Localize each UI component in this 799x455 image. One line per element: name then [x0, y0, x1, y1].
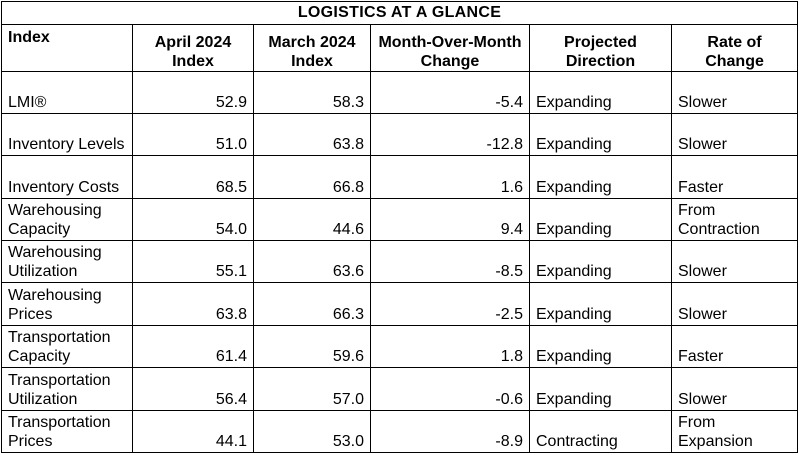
cell-april: 52.9 — [132, 70, 254, 114]
table-title: LOGISTICS AT A GLANCE — [0, 0, 799, 26]
table-row: Transportation Capacity 61.4 59.6 1.8 Expand… — [1, 324, 799, 369]
cell-april: 63.8 — [132, 282, 254, 326]
cell-march: 63.8 — [253, 112, 371, 157]
table-row: Warehousing Capacity 54.0 44.6 9.4 Expanding… — [1, 197, 799, 242]
cell-mom-change: -0.6 — [370, 367, 530, 411]
cell-mom-change: -2.5 — [370, 282, 530, 326]
table-row: LMI® 52.9 58.3 -5.4 Expanding Slower — [1, 70, 799, 114]
cell-index: Warehousing Utilization — [1, 240, 133, 284]
table-row: Inventory Costs 68.5 66.8 1.6 Expanding Faste… — [1, 155, 799, 199]
table-row: Warehousing Utilization 55.1 63.6 -8.5 Expan… — [1, 240, 799, 284]
header-projected-direction: Projected Direction — [529, 24, 672, 72]
header-april: April 2024 Index — [132, 24, 254, 72]
cell-march: 59.6 — [253, 324, 371, 369]
cell-mom-change: -8.5 — [370, 240, 530, 284]
cell-rate-of-change: Slower — [670, 282, 799, 326]
header-march: March 2024 Index — [253, 24, 371, 72]
cell-index: Transportation Capacity — [1, 324, 133, 369]
cell-index: Transportation Prices — [1, 409, 133, 454]
cell-projected-direction: Expanding — [529, 155, 672, 199]
cell-rate-of-change: From Expansion — [670, 409, 799, 454]
cell-rate-of-change: Faster — [670, 155, 799, 199]
cell-projected-direction: Expanding — [529, 112, 672, 157]
cell-index: LMI® — [1, 70, 133, 114]
header-mom-change: Month-Over-Month Change — [370, 24, 530, 72]
cell-april: 61.4 — [132, 324, 254, 369]
cell-projected-direction: Expanding — [529, 70, 672, 114]
cell-mom-change: -8.9 — [370, 409, 530, 454]
cell-mom-change: -5.4 — [370, 70, 530, 114]
cell-march: 66.3 — [253, 282, 371, 326]
cell-projected-direction: Expanding — [529, 324, 672, 369]
cell-march: 44.6 — [253, 197, 371, 242]
cell-march: 58.3 — [253, 70, 371, 114]
cell-index: Warehousing Prices — [1, 282, 133, 326]
cell-march: 53.0 — [253, 409, 371, 454]
cell-projected-direction: Expanding — [529, 240, 672, 284]
cell-projected-direction: Expanding — [529, 367, 672, 411]
cell-mom-change: -12.8 — [370, 112, 530, 157]
cell-rate-of-change: Faster — [670, 324, 799, 369]
cell-rate-of-change: From Contraction — [670, 197, 799, 242]
cell-april: 56.4 — [132, 367, 254, 411]
cell-projected-direction: Expanding — [529, 197, 672, 242]
cell-mom-change: 9.4 — [370, 197, 530, 242]
header-index: Index — [1, 24, 133, 72]
cell-index: Inventory Levels — [1, 112, 133, 157]
cell-rate-of-change: Slower — [670, 367, 799, 411]
cell-april: 68.5 — [132, 155, 254, 199]
cell-march: 57.0 — [253, 367, 371, 411]
cell-rate-of-change: Slower — [670, 240, 799, 284]
header-rate-of-change: Rate of Change — [670, 24, 799, 72]
cell-index: Transportation Utilization — [1, 367, 133, 411]
cell-rate-of-change: Slower — [670, 112, 799, 157]
cell-mom-change: 1.6 — [370, 155, 530, 199]
cell-april: 51.0 — [132, 112, 254, 157]
table-row: Warehousing Prices 63.8 66.3 -2.5 Expanding S… — [1, 282, 799, 326]
cell-april: 55.1 — [132, 240, 254, 284]
table-row: Inventory Levels 51.0 63.8 -12.8 Expanding Sl… — [1, 112, 799, 157]
cell-april: 54.0 — [132, 197, 254, 242]
table-row: Transportation Utilization 56.4 57.0 -0.6 Ex… — [1, 367, 799, 411]
cell-march: 63.6 — [253, 240, 371, 284]
cell-projected-direction: Contracting — [529, 409, 672, 454]
cell-index: Warehousing Capacity — [1, 197, 133, 242]
cell-april: 44.1 — [132, 409, 254, 454]
cell-projected-direction: Expanding — [529, 282, 672, 326]
cell-march: 66.8 — [253, 155, 371, 199]
cell-rate-of-change: Slower — [670, 70, 799, 114]
table-row: Transportation Prices 44.1 53.0 -8.9 Contrac… — [1, 409, 799, 454]
cell-index: Inventory Costs — [1, 155, 133, 199]
cell-mom-change: 1.8 — [370, 324, 530, 369]
